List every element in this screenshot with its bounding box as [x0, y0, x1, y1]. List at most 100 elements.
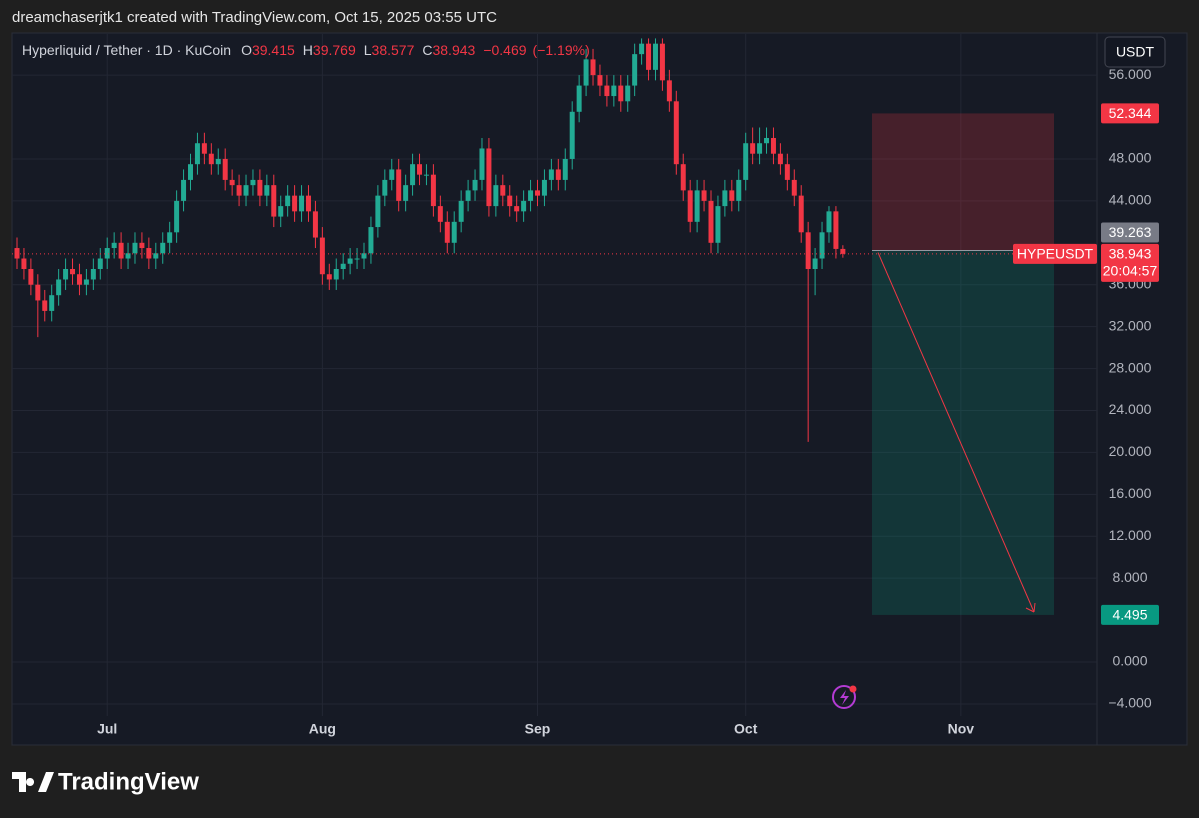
- last-price-bg: [1101, 243, 1159, 282]
- symbol-tag: HYPEUSDT: [1017, 246, 1094, 262]
- candle-body: [430, 174, 436, 207]
- candle-body: [236, 185, 242, 196]
- candle-body: [764, 137, 770, 144]
- legend: Hyperliquid / Tether · 1D · KuCoin O39.41…: [22, 42, 590, 58]
- chart-panel: [11, 32, 1188, 746]
- candle-body: [222, 158, 228, 180]
- candle-body: [840, 248, 846, 254]
- target-price-label-bg: [1101, 604, 1159, 625]
- candle-body: [750, 143, 756, 154]
- candle-body: [215, 158, 221, 165]
- candle-body: [375, 195, 381, 228]
- candle-body: [56, 279, 62, 296]
- stop-zone: [872, 113, 1054, 251]
- candle-body: [548, 169, 554, 180]
- candle-body: [652, 43, 658, 70]
- candle-body: [597, 75, 603, 86]
- candle-body: [243, 185, 249, 196]
- candle-body: [680, 164, 686, 191]
- legend-h: H: [303, 42, 313, 58]
- candle-body: [83, 279, 89, 285]
- candle-body: [757, 143, 763, 154]
- candle-body: [569, 111, 575, 159]
- y-tick-label: 24.000: [1109, 401, 1152, 417]
- candle-body: [70, 268, 76, 275]
- candle-body: [736, 179, 742, 201]
- candle-body: [285, 195, 291, 207]
- candle-body: [541, 179, 547, 196]
- candle-body: [451, 221, 457, 243]
- candle-body: [521, 200, 527, 212]
- candle-body: [784, 164, 790, 180]
- legend-l: L: [364, 42, 372, 58]
- currency-button-text[interactable]: USDT: [1116, 44, 1155, 60]
- currency-button[interactable]: USDT: [1104, 36, 1166, 68]
- legend-o: O: [241, 42, 252, 58]
- y-tick-label: 56.000: [1109, 66, 1152, 82]
- candle-body: [805, 232, 811, 269]
- candle-body: [500, 185, 506, 196]
- alert-dot[interactable]: [849, 685, 857, 693]
- candle-body: [396, 169, 402, 201]
- candle-body: [312, 211, 318, 238]
- candle-body: [659, 43, 665, 81]
- candle-body: [770, 137, 776, 154]
- candle-body: [229, 179, 235, 186]
- candle-body: [104, 248, 110, 259]
- candle-body: [292, 195, 298, 212]
- legend-change: −0.469: [483, 42, 526, 58]
- candle-body: [826, 211, 832, 233]
- candle-body: [188, 164, 193, 180]
- candle-body: [368, 227, 374, 254]
- candle-body: [42, 300, 48, 311]
- candle-body: [701, 190, 707, 201]
- x-tick-label: Aug: [309, 721, 336, 737]
- candle-body: [666, 80, 672, 102]
- candle-body: [28, 268, 34, 285]
- candle-body: [646, 43, 652, 70]
- candle-body: [715, 206, 721, 243]
- labels: 56.00048.00044.00036.00032.00028.00024.0…: [97, 66, 1159, 737]
- stop-price-label: 52.344: [1109, 105, 1152, 121]
- y-tick-label: 8.000: [1112, 569, 1147, 585]
- candle-body: [562, 158, 568, 180]
- candle-body: [35, 284, 41, 301]
- currency-button-bg[interactable]: [1104, 36, 1166, 68]
- candle-body: [528, 190, 534, 201]
- candle-body: [673, 101, 679, 165]
- alert-icon[interactable]: [832, 685, 857, 709]
- candle-body: [555, 169, 561, 180]
- y-tick-label: 20.000: [1109, 443, 1152, 459]
- candle-body: [90, 268, 96, 280]
- candle-body: [437, 206, 443, 222]
- alert-bolt[interactable]: [840, 690, 849, 705]
- candles: [12, 38, 1097, 442]
- candle-body: [49, 295, 55, 311]
- legend-title: Hyperliquid / Tether · 1D · KuCoin: [22, 42, 231, 58]
- candle-body: [687, 190, 693, 222]
- candle-body: [361, 253, 367, 259]
- candle-body: [507, 195, 513, 207]
- logo: TradingView: [12, 768, 199, 795]
- candle-body: [479, 148, 485, 180]
- target-price-label: 4.495: [1112, 607, 1147, 623]
- legend-open: 39.415: [252, 42, 295, 58]
- y-tick-label: 44.000: [1109, 192, 1152, 208]
- alert-ring[interactable]: [832, 685, 856, 709]
- legend-high: 39.769: [313, 42, 356, 58]
- candle-body: [423, 174, 429, 176]
- candle-body: [201, 143, 207, 154]
- candle-body: [181, 179, 187, 201]
- candle-body: [146, 248, 152, 259]
- candle-body: [444, 221, 450, 243]
- position-tool: [872, 113, 1097, 615]
- candle-body: [76, 274, 82, 285]
- candle-body: [167, 232, 173, 243]
- candle-body: [514, 206, 520, 212]
- candle-body: [493, 185, 499, 207]
- last-price-label: 38.943: [1109, 246, 1152, 262]
- logo-mark: [12, 772, 54, 792]
- candle-body: [618, 85, 624, 102]
- candle-body: [63, 268, 69, 280]
